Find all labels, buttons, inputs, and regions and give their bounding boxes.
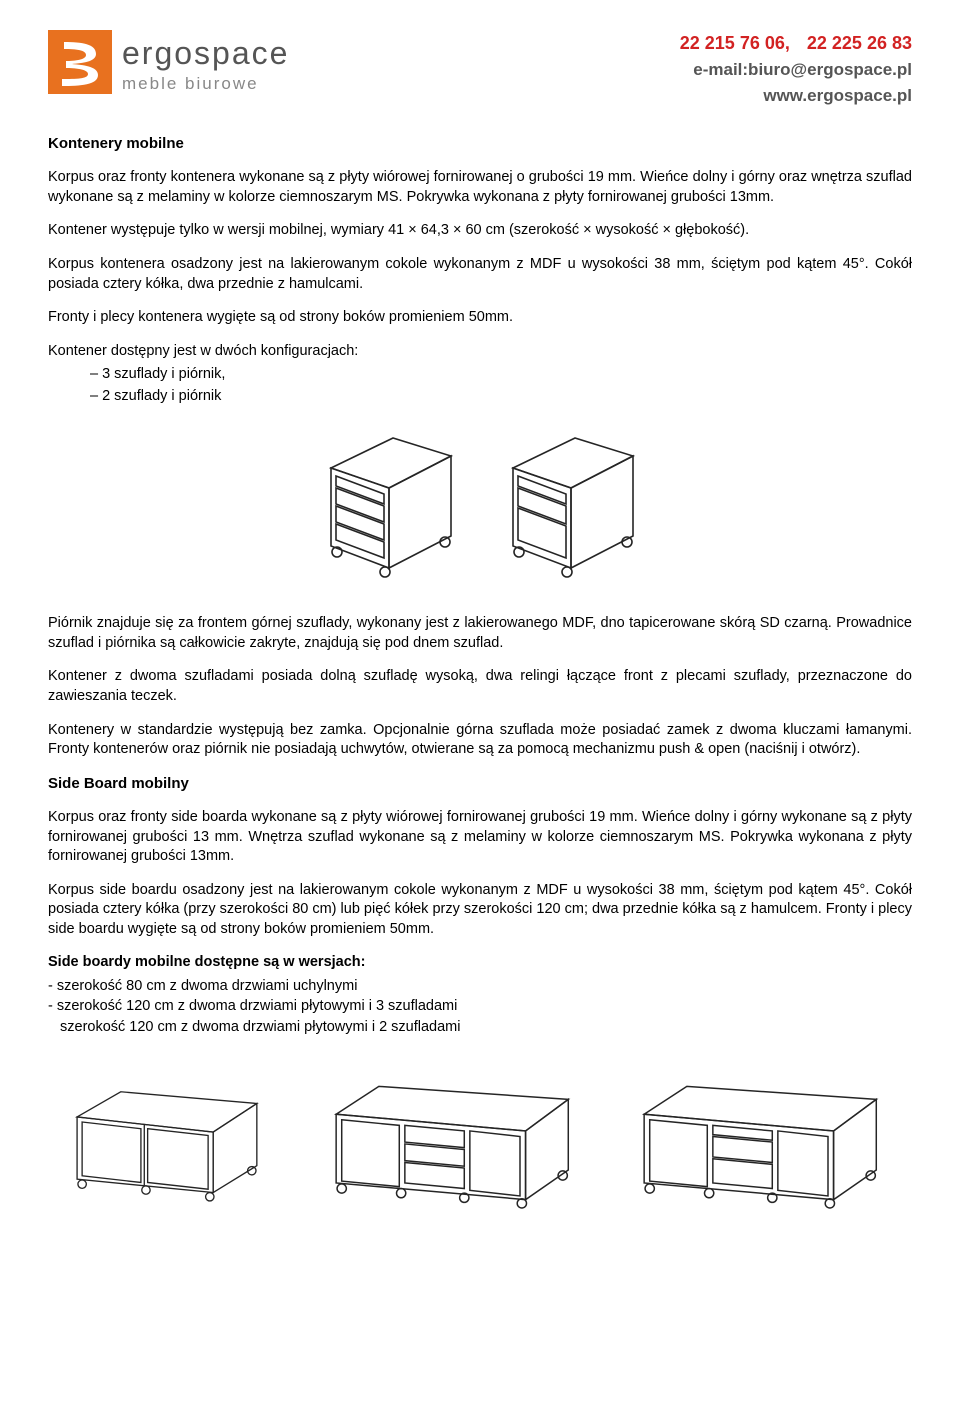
phone-2: 22 225 26 83 (807, 33, 912, 53)
email-line: e-mail:biuro@ergospace.pl (680, 57, 912, 83)
figure-row-sideboards (48, 1068, 912, 1218)
versions-title: Side boardy mobilne dostępne są w wersja… (48, 953, 912, 973)
versions-list: - szerokość 80 cm z dwoma drzwiami uchyl… (48, 977, 912, 1038)
list-item: – 3 szuflady i piórnik, (90, 365, 912, 385)
logo-icon (48, 30, 112, 94)
page-header: ergospace meble biurowe 22 215 76 06, 22… (48, 30, 912, 108)
list-item: - szerokość 120 cm z dwoma drzwiami płyt… (48, 997, 912, 1017)
para-s1-2: Kontener występuje tylko w wersji mobiln… (48, 221, 912, 241)
sideboard-120-3d-icon (325, 1068, 585, 1218)
cabinet-3drawer-icon (319, 428, 459, 578)
para-s1-1: Korpus oraz fronty kontenera wykonane są… (48, 168, 912, 207)
website-line: www.ergospace.pl (680, 83, 912, 109)
para-s1-3: Korpus kontenera osadzony jest na lakier… (48, 255, 912, 294)
para-s2-1: Piórnik znajduje się za frontem górnej s… (48, 614, 912, 653)
list-item: szerokość 120 cm z dwoma drzwiami płytow… (48, 1018, 912, 1038)
phone-line: 22 215 76 06, 22 225 26 83 (680, 30, 912, 57)
para-s3-1: Korpus oraz fronty side boarda wykonane … (48, 808, 912, 867)
list-item: – 2 szuflady i piórnik (90, 387, 912, 407)
cabinet-2drawer-icon (501, 428, 641, 578)
contact-block: 22 215 76 06, 22 225 26 83 e-mail:biuro@… (680, 30, 912, 108)
brand-name: ergospace (122, 32, 289, 75)
list-item: - szerokość 80 cm z dwoma drzwiami uchyl… (48, 977, 912, 997)
para-s3-2: Korpus side boardu osadzony jest na laki… (48, 881, 912, 940)
section-title-sideboard: Side Board mobilny (48, 774, 912, 794)
list-intro: Kontener dostępny jest w dwóch konfigura… (48, 342, 912, 362)
logo-text: ergospace meble biurowe (122, 30, 289, 96)
para-s2-3: Kontenery w standardzie występują bez za… (48, 721, 912, 760)
sideboard-80-icon (67, 1068, 277, 1218)
figure-row-cabinets (48, 428, 912, 578)
section-title-kontenery: Kontenery mobilne (48, 134, 912, 154)
config-list: – 3 szuflady i piórnik, – 2 szuflady i p… (48, 365, 912, 406)
sideboard-120-2d-icon (633, 1068, 893, 1218)
phone-1: 22 215 76 06, (680, 33, 790, 53)
brand-tagline: meble biurowe (122, 73, 289, 96)
para-s2-2: Kontener z dwoma szufladami posiada doln… (48, 667, 912, 706)
para-s1-4: Fronty i plecy kontenera wygięte są od s… (48, 308, 912, 328)
logo-block: ergospace meble biurowe (48, 30, 289, 96)
